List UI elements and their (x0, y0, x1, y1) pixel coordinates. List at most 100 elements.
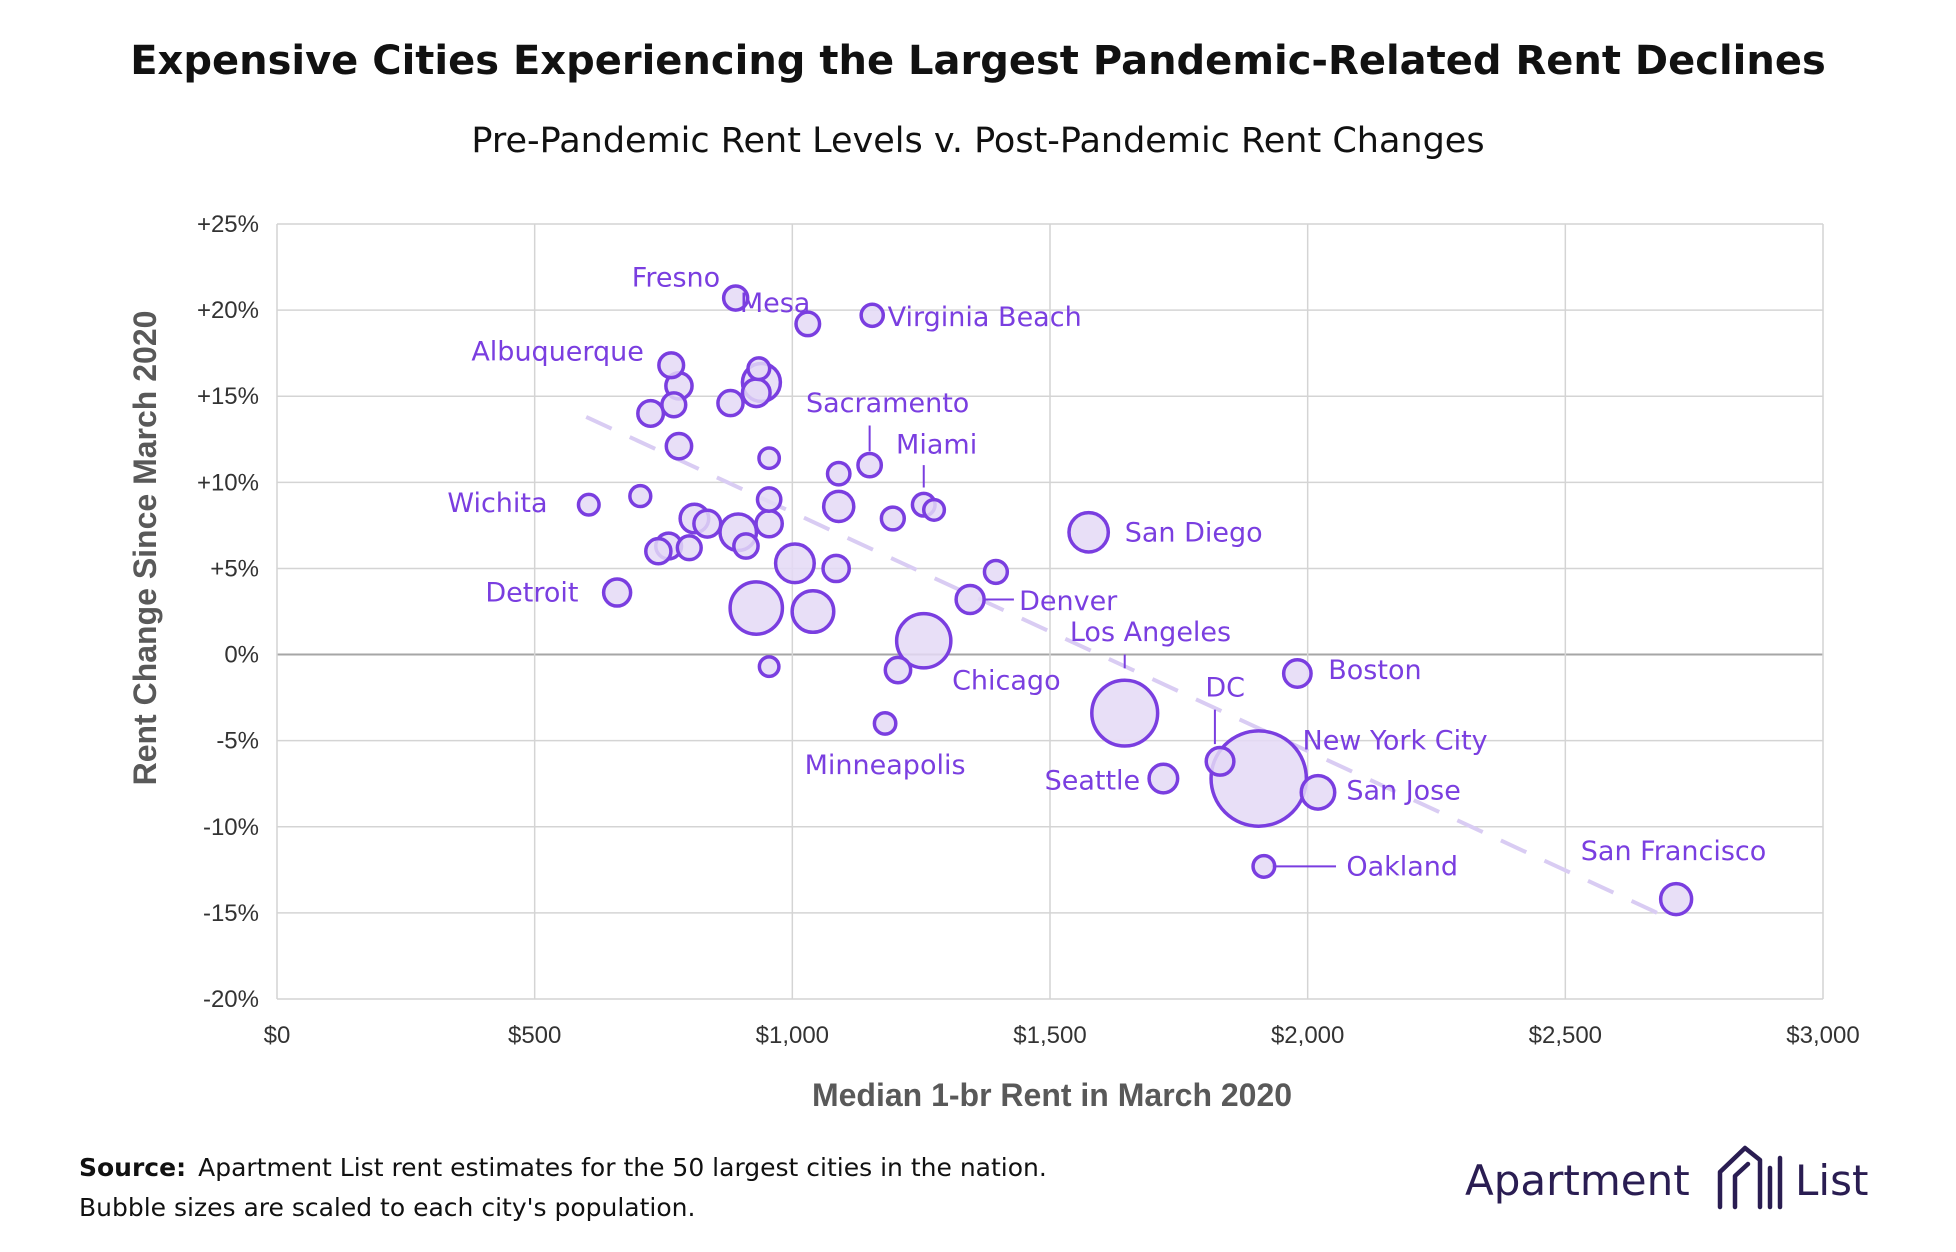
source-line: Source: Apartment List rent estimates for… (79, 1153, 1047, 1182)
chart-title: Expensive Cities Experiencing the Larges… (130, 38, 1826, 84)
building-logo-icon (1717, 1145, 1783, 1210)
source-label: Source: (79, 1153, 186, 1182)
city-label: Oakland (1346, 851, 1458, 882)
bubble (644, 536, 673, 566)
city-label: DC (1205, 672, 1245, 703)
bubble-seattle (1147, 762, 1180, 795)
bubble-new-york-city (1209, 729, 1309, 828)
bubble-sacramento (856, 451, 884, 479)
bubble (728, 580, 785, 636)
trendline-group (585, 415, 1670, 920)
chart-subtitle: Pre-Pandemic Rent Levels v. Post-Pandemi… (471, 121, 1484, 161)
y-tick-label: +15% (197, 383, 259, 410)
bubble (755, 486, 783, 513)
bubble-los-angeles (1090, 678, 1160, 748)
bubble (883, 655, 913, 685)
bubble (636, 398, 666, 428)
city-label: Boston (1328, 655, 1421, 686)
city-label: San Francisco (1581, 836, 1766, 867)
city-label: Wichita (447, 488, 547, 519)
x-axis-ticks: $0 $500 $1,000 $1,500 $2,000 $2,500 $3,000 (264, 1022, 1860, 1049)
bubble (773, 542, 816, 585)
bubble (732, 532, 760, 560)
city-label: San Jose (1346, 776, 1461, 807)
city-label: New York City (1303, 726, 1488, 757)
bubble-wichita (576, 492, 601, 517)
city-label: Sacramento (806, 388, 969, 419)
bubble-detroit (601, 577, 633, 608)
bubble-san-francisco (1658, 881, 1694, 917)
x-axis-title: Median 1-br Rent in March 2020 (812, 1077, 1292, 1113)
y-tick-label: -20% (203, 986, 259, 1013)
bubble (664, 431, 694, 461)
city-label: Los Angeles (1070, 617, 1231, 648)
bubble (757, 655, 781, 679)
bubble (879, 505, 907, 532)
x-tick-label: $3,000 (1786, 1022, 1859, 1049)
bubble (982, 558, 1010, 586)
brand-name-left: Apartment (1465, 1156, 1690, 1205)
y-tick-label: -15% (203, 900, 259, 927)
bubble-denver (954, 583, 986, 616)
city-label: Denver (1019, 586, 1118, 617)
x-tick-label: $1,500 (1013, 1022, 1086, 1049)
y-tick-label: 0% (224, 642, 259, 669)
y-tick-label: -5% (216, 728, 259, 755)
leader-lines (868, 425, 1337, 868)
bubble (825, 460, 852, 487)
brand-name-right: List (1795, 1156, 1868, 1205)
bubble-oakland (1251, 853, 1277, 879)
bubble (757, 446, 782, 471)
y-axis-title: Rent Change Since March 2020 (127, 311, 163, 786)
bubble-mesa (794, 310, 822, 338)
x-tick-label: $2,500 (1529, 1022, 1602, 1049)
y-axis-ticks: +25% +20% +15% +10% +5% 0% -5% -10% -15% -20% (197, 211, 259, 1013)
y-tick-label: +25% (197, 211, 259, 238)
y-tick-label: +10% (197, 469, 259, 496)
city-label: Fresno (632, 262, 720, 293)
bubble-boston (1281, 658, 1313, 689)
y-tick-label: +20% (197, 297, 259, 324)
trendline (585, 415, 1670, 920)
bubble (660, 391, 688, 419)
bubble (790, 588, 836, 635)
bubble (921, 497, 947, 522)
bubble-fresno (721, 284, 750, 312)
city-labels: Fresno Mesa Virginia Beach Albuquerque Sacra… (447, 262, 1766, 882)
bubble (675, 534, 703, 562)
city-label: Virginia Beach (888, 302, 1082, 333)
bubble-albuquerque (657, 351, 686, 380)
bubble (821, 553, 851, 584)
y-tick-label: -10% (203, 814, 259, 841)
y-tick-label: +5% (210, 555, 259, 582)
city-label: Minneapolis (805, 750, 966, 781)
bubble (746, 356, 772, 382)
city-label: Detroit (485, 578, 578, 609)
brand-logo: Apartment List (1465, 1145, 1868, 1210)
bubble-size-note: Bubble sizes are scaled to each city's p… (79, 1193, 695, 1222)
bubble-san-diego (1067, 510, 1111, 554)
source-text: Apartment List rent estimates for the 50… (198, 1153, 1047, 1182)
bubble (821, 489, 856, 524)
city-label: Chicago (952, 665, 1061, 696)
city-label: Albuquerque (471, 336, 644, 367)
bubble (754, 508, 784, 539)
city-label: Seattle (1045, 765, 1141, 796)
bubble-chicago (894, 611, 953, 670)
bubble-minneapolis (872, 711, 898, 736)
bubble-san-jose (1299, 773, 1337, 811)
x-tick-label: $0 (264, 1022, 291, 1049)
bubble (740, 377, 772, 409)
bubble (716, 388, 745, 418)
x-tick-label: $500 (508, 1022, 561, 1049)
bubble (692, 508, 723, 539)
city-label: Mesa (740, 288, 811, 319)
x-tick-label: $2,000 (1271, 1022, 1344, 1049)
x-tick-label: $1,000 (756, 1022, 829, 1049)
bubble-virginia-beach (859, 302, 886, 329)
bubble-dc (1204, 745, 1236, 777)
bubble (628, 483, 653, 509)
city-label: Miami (896, 429, 977, 460)
bubbles (576, 284, 1694, 917)
